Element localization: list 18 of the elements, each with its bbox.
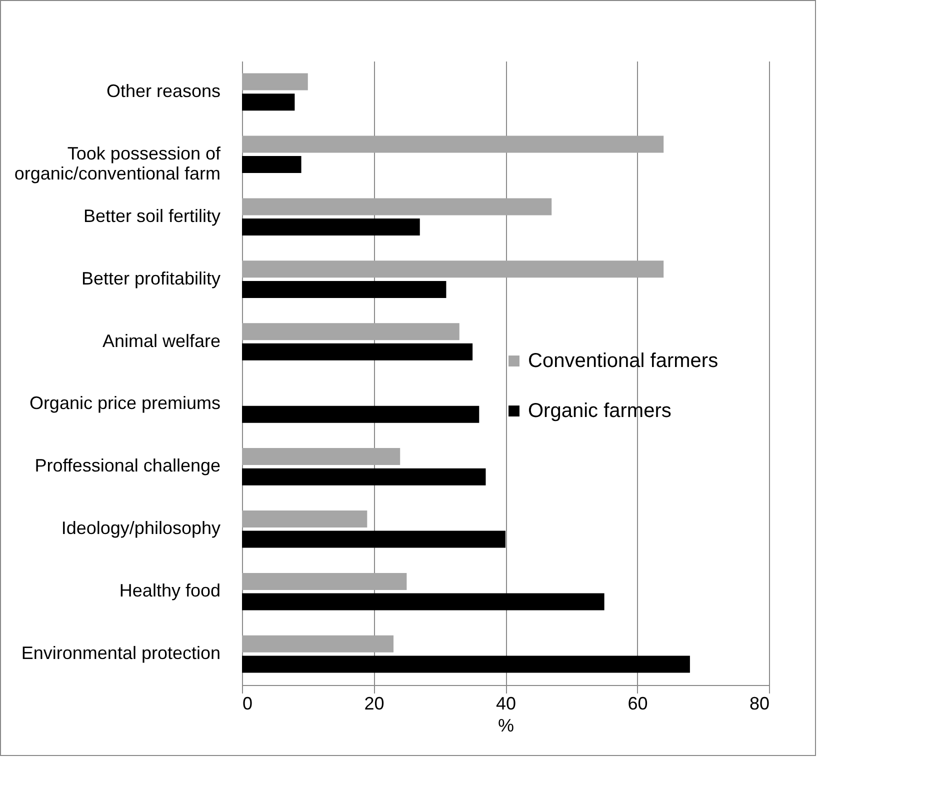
x-tick-label: 40	[496, 694, 516, 714]
x-tick-label: 60	[628, 694, 648, 714]
y-tick-label: Animal welfare	[102, 330, 220, 351]
legend-label: Conventional farmers	[528, 350, 718, 372]
x-axis-title: %	[498, 716, 514, 736]
y-tick-label: Better profitability	[81, 268, 220, 288]
y-tick-label: Other reasons	[106, 80, 220, 101]
x-tick-label: 20	[364, 694, 384, 714]
y-tick-label: Organic price premiums	[29, 393, 220, 414]
y-tick-label: Took possession of organic/conventional farm	[14, 143, 222, 184]
x-tick-label: 80	[749, 694, 770, 714]
y-tick-label: Healthy food	[119, 580, 220, 601]
y-tick-label: Proffessional challenge	[34, 456, 220, 476]
x-tick-label: 0	[242, 694, 253, 714]
y-tick-label: Environmental protection	[21, 643, 220, 664]
legend-label: Organic farmers	[528, 400, 672, 422]
y-tick-label: Ideology/philosophy	[61, 518, 220, 538]
y-tick-label: Better soil fertility	[83, 206, 220, 226]
